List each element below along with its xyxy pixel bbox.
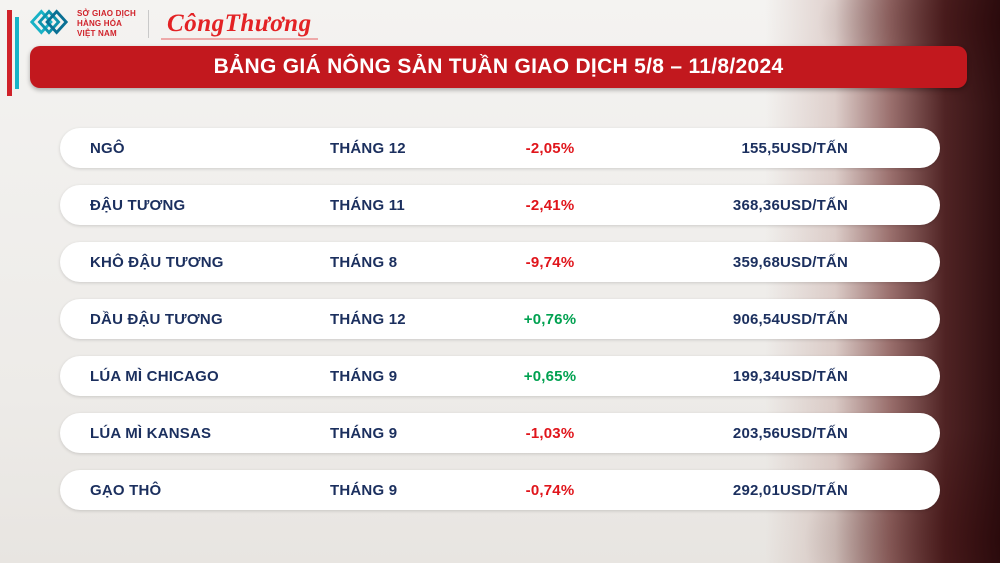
accent-cyan-bar bbox=[15, 17, 19, 89]
change-percent: -2,05% bbox=[525, 139, 575, 157]
price-table: NGÔ THÁNG 12 -2,05% 155,5 USD/TẤN ĐẬU TƯ… bbox=[60, 128, 940, 527]
table-row: GẠO THÔ THÁNG 9 -0,74% 292,01 USD/TẤN bbox=[60, 470, 940, 510]
commodity-name: NGÔ bbox=[90, 139, 125, 157]
price-unit: USD/TẤN bbox=[780, 424, 849, 442]
header: SỞ GIAO DỊCH HÀNG HÓA VIỆT NAM CôngThươn… bbox=[28, 6, 318, 42]
org-name-line3: VIỆT NAM bbox=[77, 29, 117, 38]
change-percent: -9,74% bbox=[525, 253, 575, 271]
table-row: KHÔ ĐẬU TƯƠNG THÁNG 8 -9,74% 359,68 USD/… bbox=[60, 242, 940, 282]
title-banner: BẢNG GIÁ NÔNG SẢN TUẦN GIAO DỊCH 5/8 – 1… bbox=[30, 46, 967, 88]
commodity-name: LÚA MÌ CHICAGO bbox=[90, 367, 219, 385]
change-percent: +0,76% bbox=[523, 310, 577, 328]
change-percent: +0,65% bbox=[523, 367, 577, 385]
commodity-name: KHÔ ĐẬU TƯƠNG bbox=[90, 253, 224, 271]
accent-red-bar bbox=[7, 10, 12, 96]
commodity-name: ĐẬU TƯƠNG bbox=[90, 196, 186, 214]
price-value: 203,56 bbox=[732, 424, 780, 442]
price-unit: USD/TẤN bbox=[780, 196, 849, 214]
contract-month: THÁNG 8 bbox=[330, 253, 398, 271]
contract-month: THÁNG 12 bbox=[330, 310, 406, 328]
org-name-line1: SỞ GIAO DỊCH bbox=[77, 9, 137, 18]
price-unit: USD/TẤN bbox=[780, 139, 849, 157]
org-name: SỞ GIAO DỊCH HÀNG HÓA VIỆT NAM bbox=[77, 9, 136, 39]
table-row: LÚA MÌ CHICAGO THÁNG 9 +0,65% 199,34 USD… bbox=[60, 356, 940, 396]
page-title: BẢNG GIÁ NÔNG SẢN TUẦN GIAO DỊCH 5/8 – 1… bbox=[213, 55, 784, 78]
org-name-line2: HÀNG HÓA bbox=[77, 19, 123, 28]
change-percent: -1,03% bbox=[525, 424, 575, 442]
price-value: 906,54 bbox=[732, 310, 780, 328]
mxv-diamonds-icon bbox=[28, 6, 70, 43]
price-unit: USD/TẤN bbox=[780, 310, 849, 328]
price-unit: USD/TẤN bbox=[780, 367, 849, 385]
table-row: ĐẬU TƯƠNG THÁNG 11 -2,41% 368,36 USD/TẤN bbox=[60, 185, 940, 225]
commodity-name: DẦU ĐẬU TƯƠNG bbox=[90, 310, 223, 328]
price-value: 359,68 bbox=[732, 253, 780, 271]
logo-divider bbox=[148, 10, 150, 38]
contract-month: THÁNG 9 bbox=[330, 424, 398, 442]
contract-month: THÁNG 11 bbox=[330, 196, 405, 214]
commodity-name: GẠO THÔ bbox=[90, 481, 162, 499]
table-row: DẦU ĐẬU TƯƠNG THÁNG 12 +0,76% 906,54 USD… bbox=[60, 299, 940, 339]
congthuong-logo: CôngThương bbox=[161, 9, 318, 40]
mxv-logo: SỞ GIAO DỊCH HÀNG HÓA VIỆT NAM bbox=[28, 6, 136, 43]
change-percent: -2,41% bbox=[525, 196, 575, 214]
price-value: 199,34 bbox=[732, 367, 780, 385]
commodity-name: LÚA MÌ KANSAS bbox=[90, 424, 212, 442]
left-accent-bars bbox=[7, 10, 19, 96]
contract-month: THÁNG 9 bbox=[330, 367, 398, 385]
price-value: 292,01 bbox=[732, 481, 780, 499]
price-value: 155,5 bbox=[741, 139, 780, 157]
price-unit: USD/TẤN bbox=[780, 481, 849, 499]
price-unit: USD/TẤN bbox=[780, 253, 849, 271]
change-percent: -0,74% bbox=[525, 481, 575, 499]
price-value: 368,36 bbox=[732, 196, 780, 214]
table-row: LÚA MÌ KANSAS THÁNG 9 -1,03% 203,56 USD/… bbox=[60, 413, 940, 453]
contract-month: THÁNG 12 bbox=[330, 139, 406, 157]
table-row: NGÔ THÁNG 12 -2,05% 155,5 USD/TẤN bbox=[60, 128, 940, 168]
contract-month: THÁNG 9 bbox=[330, 481, 398, 499]
